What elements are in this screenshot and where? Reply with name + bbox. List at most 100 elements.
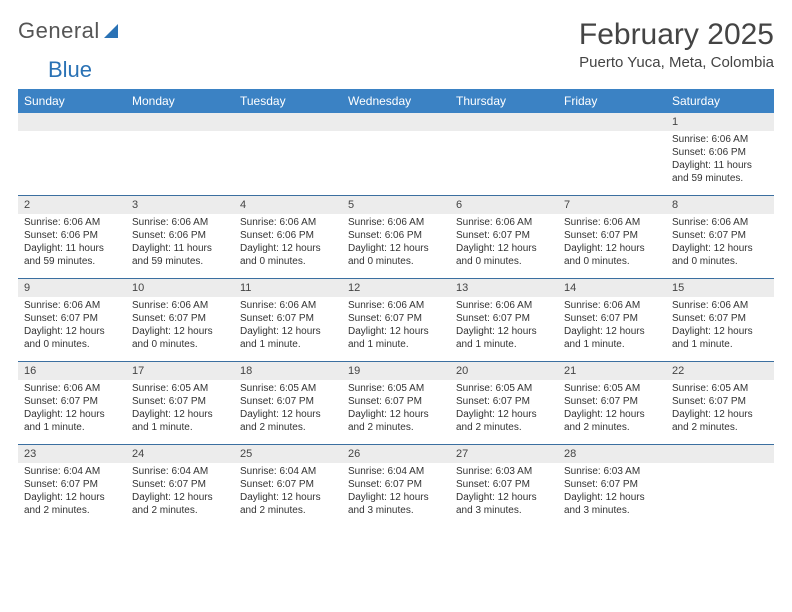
day-info: Sunrise: 6:06 AMSunset: 6:07 PMDaylight:… xyxy=(450,216,558,268)
sunrise-text: Sunrise: 6:06 AM xyxy=(672,133,768,146)
weekday-header-row: Sunday Monday Tuesday Wednesday Thursday… xyxy=(18,89,774,113)
sunrise-text: Sunrise: 6:03 AM xyxy=(456,465,552,478)
day-number: 7 xyxy=(558,196,666,214)
day-cell: 28Sunrise: 6:03 AMSunset: 6:07 PMDayligh… xyxy=(558,445,666,527)
day-cell: 7Sunrise: 6:06 AMSunset: 6:07 PMDaylight… xyxy=(558,196,666,278)
weekday-header: Thursday xyxy=(450,89,558,113)
logo-text-general: General xyxy=(18,18,100,44)
day-number xyxy=(18,113,126,131)
day-info: Sunrise: 6:06 AMSunset: 6:06 PMDaylight:… xyxy=(342,216,450,268)
day-cell: 4 Sunrise: 6:06 AMSunset: 6:06 PMDaylight… xyxy=(234,196,342,278)
sunrise-text: Sunrise: 6:04 AM xyxy=(132,465,228,478)
day-cell: 21Sunrise: 6:05 AMSunset: 6:07 PMDayligh… xyxy=(558,362,666,444)
day-cell: 18 Sunrise: 6:05 AMSunset: 6:07 PMDayligh… xyxy=(234,362,342,444)
day-number xyxy=(342,113,450,131)
sunset-text: Sunset: 6:07 PM xyxy=(24,312,120,325)
day-number: 27 xyxy=(450,445,558,463)
day-cell: 11Sunrise: 6:06 AMSunset: 6:07 PMDayligh… xyxy=(234,279,342,361)
week-row: 2Sunrise: 6:06 AMSunset: 6:06 PMDaylight… xyxy=(18,196,774,279)
sunrise-text: Sunrise: 6:06 AM xyxy=(24,382,120,395)
sunset-text: Sunset: 6:07 PM xyxy=(564,312,660,325)
sunrise-text: Sunrise: 6:06 AM xyxy=(24,299,120,312)
day-number: 22 xyxy=(666,362,774,380)
daylight-text: Daylight: 11 hours and 59 minutes. xyxy=(24,242,120,268)
day-number xyxy=(234,113,342,131)
daylight-text: Daylight: 12 hours and 2 minutes. xyxy=(24,491,120,517)
sunrise-text: Sunrise: 6:05 AM xyxy=(348,382,444,395)
day-info: Sunrise: 6:06 AMSunset: 6:06 PMDaylight:… xyxy=(234,216,342,268)
day-number: 4 xyxy=(234,196,342,214)
day-cell xyxy=(126,113,234,195)
daylight-text: Daylight: 12 hours and 0 minutes. xyxy=(240,242,336,268)
sunrise-text: Sunrise: 6:06 AM xyxy=(348,216,444,229)
week-row: 23Sunrise: 6:04 AMSunset: 6:07 PMDayligh… xyxy=(18,445,774,527)
daylight-text: Daylight: 12 hours and 0 minutes. xyxy=(348,242,444,268)
day-number xyxy=(450,113,558,131)
sunset-text: Sunset: 6:07 PM xyxy=(240,312,336,325)
sunrise-text: Sunrise: 6:06 AM xyxy=(456,216,552,229)
daylight-text: Daylight: 12 hours and 1 minute. xyxy=(672,325,768,351)
daylight-text: Daylight: 12 hours and 1 minute. xyxy=(24,408,120,434)
day-number: 18 xyxy=(234,362,342,380)
day-cell: 8Sunrise: 6:06 AMSunset: 6:07 PMDaylight… xyxy=(666,196,774,278)
day-number: 23 xyxy=(18,445,126,463)
day-cell: 20Sunrise: 6:05 AMSunset: 6:07 PMDayligh… xyxy=(450,362,558,444)
day-info: Sunrise: 6:06 AMSunset: 6:06 PMDaylight:… xyxy=(18,216,126,268)
sunset-text: Sunset: 6:07 PM xyxy=(456,478,552,491)
sunset-text: Sunset: 6:07 PM xyxy=(240,478,336,491)
weekday-header: Monday xyxy=(126,89,234,113)
sunrise-text: Sunrise: 6:06 AM xyxy=(240,216,336,229)
day-info: Sunrise: 6:06 AMSunset: 6:06 PMDaylight:… xyxy=(126,216,234,268)
day-cell: 12Sunrise: 6:06 AMSunset: 6:07 PMDayligh… xyxy=(342,279,450,361)
daylight-text: Daylight: 12 hours and 2 minutes. xyxy=(456,408,552,434)
sunset-text: Sunset: 6:06 PM xyxy=(672,146,768,159)
sunset-text: Sunset: 6:07 PM xyxy=(240,395,336,408)
daylight-text: Daylight: 12 hours and 3 minutes. xyxy=(456,491,552,517)
day-info: Sunrise: 6:04 AMSunset: 6:07 PMDaylight:… xyxy=(126,465,234,517)
sunrise-text: Sunrise: 6:06 AM xyxy=(672,216,768,229)
logo-text-blue: Blue xyxy=(18,57,774,83)
day-cell: 9Sunrise: 6:06 AMSunset: 6:07 PMDaylight… xyxy=(18,279,126,361)
day-cell: 23Sunrise: 6:04 AMSunset: 6:07 PMDayligh… xyxy=(18,445,126,527)
sunset-text: Sunset: 6:06 PM xyxy=(24,229,120,242)
sunrise-text: Sunrise: 6:06 AM xyxy=(348,299,444,312)
weekday-header: Wednesday xyxy=(342,89,450,113)
sunset-text: Sunset: 6:07 PM xyxy=(564,478,660,491)
sunset-text: Sunset: 6:07 PM xyxy=(456,312,552,325)
day-info: Sunrise: 6:06 AMSunset: 6:07 PMDaylight:… xyxy=(450,299,558,351)
weekday-header: Sunday xyxy=(18,89,126,113)
day-number: 12 xyxy=(342,279,450,297)
day-cell: 5Sunrise: 6:06 AMSunset: 6:06 PMDaylight… xyxy=(342,196,450,278)
sunrise-text: Sunrise: 6:05 AM xyxy=(564,382,660,395)
sunrise-text: Sunrise: 6:06 AM xyxy=(24,216,120,229)
day-cell: 13Sunrise: 6:06 AMSunset: 6:07 PMDayligh… xyxy=(450,279,558,361)
day-number: 1 xyxy=(666,113,774,131)
day-cell: 1Sunrise: 6:06 AMSunset: 6:06 PMDaylight… xyxy=(666,113,774,195)
day-number xyxy=(126,113,234,131)
sunset-text: Sunset: 6:07 PM xyxy=(24,478,120,491)
day-number xyxy=(558,113,666,131)
daylight-text: Daylight: 12 hours and 3 minutes. xyxy=(564,491,660,517)
sunset-text: Sunset: 6:07 PM xyxy=(672,312,768,325)
day-info: Sunrise: 6:06 AMSunset: 6:07 PMDaylight:… xyxy=(126,299,234,351)
day-info: Sunrise: 6:06 AMSunset: 6:07 PMDaylight:… xyxy=(666,299,774,351)
sunset-text: Sunset: 6:07 PM xyxy=(456,395,552,408)
sunrise-text: Sunrise: 6:03 AM xyxy=(564,465,660,478)
day-number: 25 xyxy=(234,445,342,463)
week-row: 1Sunrise: 6:06 AMSunset: 6:06 PMDaylight… xyxy=(18,113,774,196)
day-number: 26 xyxy=(342,445,450,463)
sunset-text: Sunset: 6:07 PM xyxy=(132,312,228,325)
day-number: 19 xyxy=(342,362,450,380)
daylight-text: Daylight: 12 hours and 2 minutes. xyxy=(132,491,228,517)
day-info: Sunrise: 6:05 AMSunset: 6:07 PMDaylight:… xyxy=(234,382,342,434)
day-number: 14 xyxy=(558,279,666,297)
day-info: Sunrise: 6:05 AMSunset: 6:07 PMDaylight:… xyxy=(666,382,774,434)
sunrise-text: Sunrise: 6:06 AM xyxy=(672,299,768,312)
weekday-header: Friday xyxy=(558,89,666,113)
sunrise-text: Sunrise: 6:06 AM xyxy=(564,216,660,229)
sunrise-text: Sunrise: 6:06 AM xyxy=(240,299,336,312)
daylight-text: Daylight: 12 hours and 0 minutes. xyxy=(24,325,120,351)
day-cell: 3Sunrise: 6:06 AMSunset: 6:06 PMDaylight… xyxy=(126,196,234,278)
day-cell xyxy=(234,113,342,195)
day-info: Sunrise: 6:05 AMSunset: 6:07 PMDaylight:… xyxy=(342,382,450,434)
